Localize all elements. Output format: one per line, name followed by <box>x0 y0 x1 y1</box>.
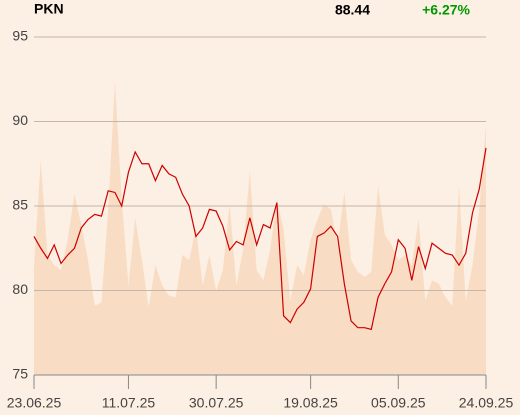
x-tick-label: 24.09.25 <box>459 395 514 411</box>
x-tick-label: 23.06.25 <box>7 395 62 411</box>
change: +6.27% <box>422 2 470 18</box>
y-tick-label: 85 <box>12 197 28 213</box>
area <box>34 82 486 375</box>
price: 88.44 <box>335 2 370 18</box>
y-tick-label: 90 <box>12 112 28 128</box>
x-tick-label: 19.08.25 <box>283 395 338 411</box>
x-tick-label: 30.07.25 <box>189 395 244 411</box>
y-tick-label: 95 <box>12 28 28 44</box>
y-tick-label: 80 <box>12 281 28 297</box>
x-tick-label: 11.07.25 <box>102 395 156 411</box>
ticker: PKN <box>34 1 64 17</box>
line <box>33 147 487 331</box>
y-tick-label: 75 <box>12 366 28 382</box>
x-tick-label: 05.09.25 <box>371 395 426 411</box>
